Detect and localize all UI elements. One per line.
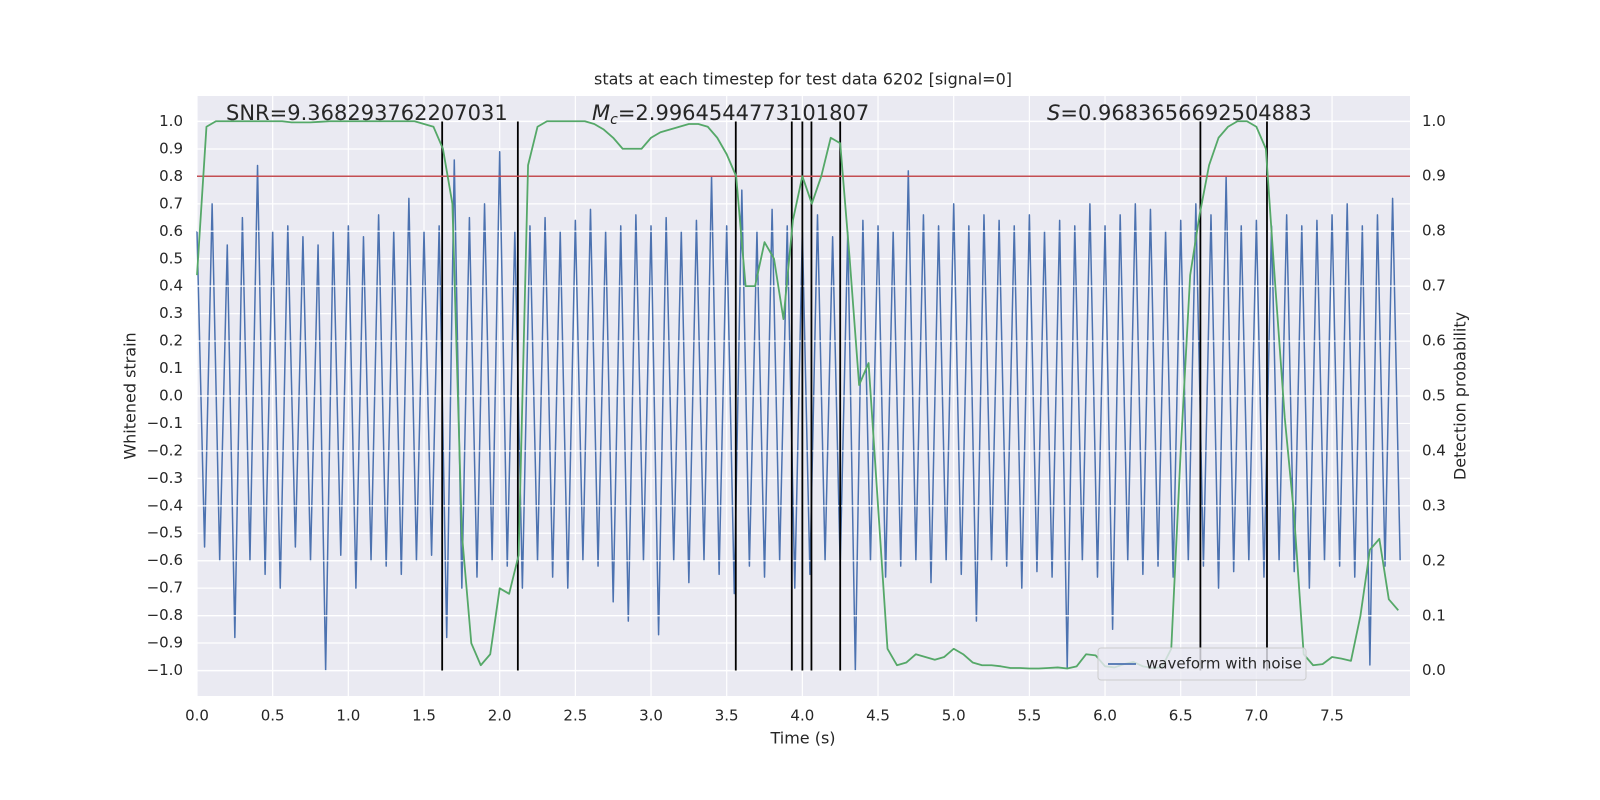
y2-tick-label: 0.0 [1422, 661, 1446, 679]
x-tick-label: 4.5 [866, 707, 890, 725]
x-tick-label: 2.0 [488, 707, 512, 725]
x-tick-label: 3.0 [639, 707, 663, 725]
annotation: Mc=2.9964544773101807 [592, 101, 869, 128]
y2-tick-label: 0.8 [1422, 222, 1446, 240]
y-tick-label: 0.8 [159, 167, 183, 185]
legend: waveform with noise [1097, 647, 1307, 681]
x-tick-label: 3.5 [715, 707, 739, 725]
y-tick-label: −0.5 [147, 524, 183, 542]
y-tick-label: 0.0 [159, 387, 183, 405]
y2-axis-label: Detection probability [1451, 312, 1470, 480]
x-tick-label: 5.0 [942, 707, 966, 725]
y-tick-label: 0.9 [159, 139, 183, 157]
y-axis-label: Whitened strain [121, 332, 140, 459]
y-tick-label: −0.1 [147, 414, 183, 432]
x-tick-label: 2.5 [563, 707, 587, 725]
y-tick-label: 0.5 [159, 249, 183, 267]
y2-tick-label: 0.6 [1422, 332, 1446, 350]
probability-line [196, 120, 1399, 670]
y-tick-label: 1.0 [159, 112, 183, 130]
x-tick-label: 7.5 [1320, 707, 1344, 725]
annotation-symbol: M [592, 101, 610, 125]
annotation: S=0.9683656692504883 [1047, 101, 1312, 125]
x-tick-label: 1.0 [336, 707, 360, 725]
y-tick-label: 0.3 [159, 304, 183, 322]
annotation-symbol: S [1047, 101, 1060, 125]
y2-tick-label: 0.5 [1422, 387, 1446, 405]
chart-title: stats at each timestep for test data 620… [594, 70, 1012, 89]
x-tick-label: 0.5 [261, 707, 285, 725]
x-tick-label: 1.5 [412, 707, 436, 725]
annotation-text: SNR=9.368293762207031 [226, 101, 508, 125]
x-tick-label: 6.0 [1093, 707, 1117, 725]
x-tick-label: 5.5 [1017, 707, 1041, 725]
y2-tick-label: 0.2 [1422, 551, 1446, 569]
y-tick-label: −0.7 [147, 579, 183, 597]
top-layer [196, 120, 1410, 671]
y-tick-label: 0.2 [159, 332, 183, 350]
y-tick-label: 0.6 [159, 222, 183, 240]
y-tick-label: 0.7 [159, 194, 183, 212]
legend-label: waveform with noise [1146, 655, 1302, 673]
y-tick-label: −0.8 [147, 606, 183, 624]
y2-tick-label: 0.7 [1422, 277, 1446, 295]
y-tick-label: −0.4 [147, 496, 183, 514]
plot-area [196, 96, 1410, 696]
y-tick-label: 0.1 [159, 359, 183, 377]
legend-frame [1097, 647, 1307, 681]
y-tick-label: −0.3 [147, 469, 183, 487]
x-tick-label: 7.0 [1244, 707, 1268, 725]
annotation-subscript: c [610, 112, 618, 128]
annotations: SNR=9.368293762207031 Mc=2.9964544773101… [226, 101, 1312, 128]
x-tick-label: 0.0 [185, 707, 209, 725]
x-tick-label: 6.5 [1169, 707, 1193, 725]
y2-tick-label: 0.9 [1422, 167, 1446, 185]
y2-tick-label: 0.4 [1422, 441, 1446, 459]
annotation-text: =0.9683656692504883 [1060, 101, 1311, 125]
y2-tick-label: 0.1 [1422, 606, 1446, 624]
y-tick-label: −0.9 [147, 634, 183, 652]
x-axis-label: Time (s) [769, 729, 835, 748]
x-tick-label: 4.0 [790, 707, 814, 725]
annotation: SNR=9.368293762207031 [226, 101, 508, 125]
y2-tick-label: 0.3 [1422, 496, 1446, 514]
y-tick-label: 0.4 [159, 277, 183, 295]
y-tick-label: −0.6 [147, 551, 183, 569]
y2-tick-label: 1.0 [1422, 112, 1446, 130]
y-tick-label: −1.0 [147, 661, 183, 679]
annotation-text: =2.9964544773101807 [618, 101, 869, 125]
y-tick-label: −0.2 [147, 441, 183, 459]
